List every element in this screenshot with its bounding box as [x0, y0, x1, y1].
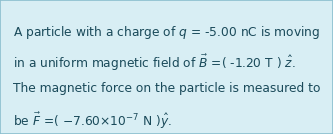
- Text: The magnetic force on the particle is measured to: The magnetic force on the particle is me…: [13, 82, 321, 95]
- Text: be $\vec{F}$ =( −7.60×10$^{-7}$ N )$\hat{y}$.: be $\vec{F}$ =( −7.60×10$^{-7}$ N )$\hat…: [13, 111, 172, 131]
- Text: in a uniform magnetic field of $\vec{B}$ =( -1.20 T ) $\hat{z}$.: in a uniform magnetic field of $\vec{B}$…: [13, 53, 296, 73]
- Text: A particle with a charge of $q$ = -5.00 nC is moving: A particle with a charge of $q$ = -5.00 …: [13, 24, 321, 41]
